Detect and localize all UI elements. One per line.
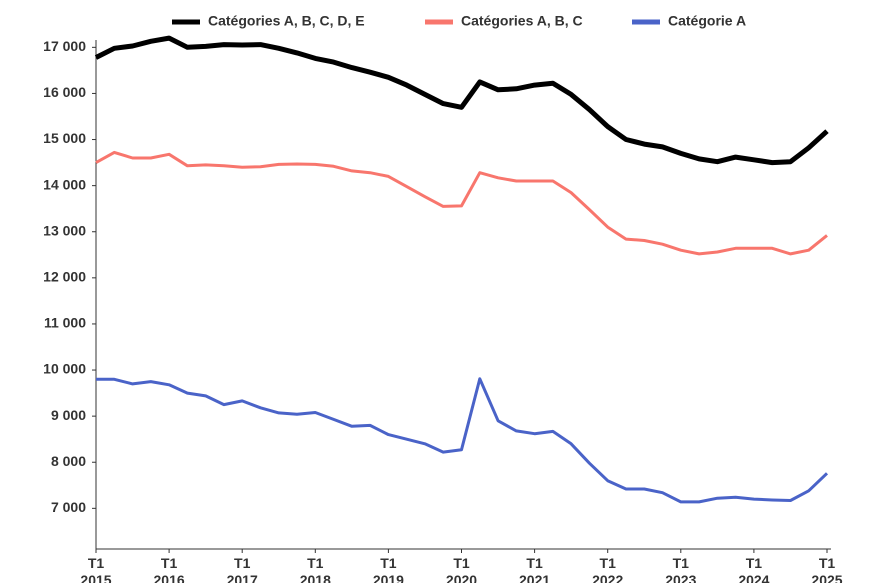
x-tick-label: T1 2021 <box>519 555 551 583</box>
x-tick-label: T1 2025 <box>811 555 843 583</box>
x-tick-label-box: T1 2025 <box>811 555 843 583</box>
y-tick-label: 15 000 <box>43 130 86 146</box>
x-tick-label: T1 2020 <box>445 555 478 583</box>
series-line <box>94 35 829 166</box>
x-tick-label-box: T1 2018 <box>299 555 331 583</box>
legend-label: Catégories A, B, C, D, E <box>208 13 365 29</box>
y-tick-label: 12 000 <box>43 269 86 285</box>
x-tick-label-box: T1 2016 <box>153 555 185 583</box>
y-tick-label: 17 000 <box>43 38 86 54</box>
y-tick-label: 10 000 <box>43 361 86 377</box>
y-tick-label: 14 000 <box>43 176 86 192</box>
x-tick-label: T1 2017 <box>226 555 258 583</box>
x-tick-label-box: T1 2023 <box>665 555 697 583</box>
series-line <box>95 150 828 256</box>
legend-label: Catégorie A <box>668 13 746 29</box>
x-tick-label: T1 2019 <box>372 555 404 583</box>
y-tick-label: 7 000 <box>51 499 86 515</box>
y-tick-label: 8 000 <box>51 453 86 469</box>
x-tick-label: T1 2022 <box>592 555 624 583</box>
x-tick-label: T1 2016 <box>153 555 185 583</box>
x-tick-label-box: T1 2022 <box>592 555 624 583</box>
x-tick-label-box: T1 2020 <box>445 555 478 583</box>
y-tick-label: 9 000 <box>51 407 86 423</box>
x-tick-label: T1 2023 <box>665 555 697 583</box>
y-tick-label: 13 000 <box>43 222 86 238</box>
x-tick-label: T1 2024 <box>738 555 770 583</box>
x-tick-label-box: T1 2015 <box>80 555 112 583</box>
y-tick-label: 11 000 <box>44 315 86 331</box>
x-tick-label-box: T1 2017 <box>226 555 258 583</box>
x-tick-label: T1 2015 <box>80 555 112 583</box>
legend-label: Catégories A, B, C <box>461 13 583 29</box>
y-tick-label: 16 000 <box>43 84 86 100</box>
x-tick-label: T1 2018 <box>299 555 331 583</box>
series-line <box>96 377 829 504</box>
x-tick-label-box: T1 2019 <box>372 555 404 583</box>
x-tick-label-box: T1 2021 <box>519 555 551 583</box>
x-tick-label-box: T1 2024 <box>738 555 770 583</box>
